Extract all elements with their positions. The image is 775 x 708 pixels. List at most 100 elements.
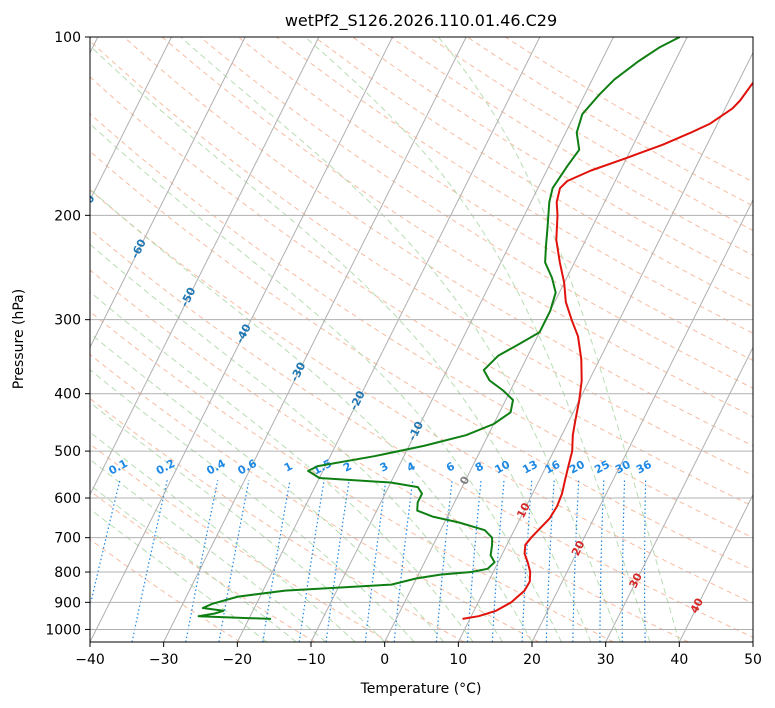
dry-adiabat bbox=[90, 189, 753, 604]
y-tick-label: 700 bbox=[54, 531, 81, 547]
moist-adiabat bbox=[90, 123, 562, 642]
x-tick-label: 20 bbox=[523, 652, 541, 668]
plot-border bbox=[89, 36, 754, 643]
y-tick-label: 600 bbox=[54, 491, 81, 507]
dry-adiabat bbox=[90, 76, 753, 507]
isotherm-line bbox=[605, 346, 753, 642]
x-tick-label: 10 bbox=[449, 652, 467, 668]
y-tick-label: 1000 bbox=[45, 622, 81, 638]
isotherm-label: 40 bbox=[688, 596, 707, 616]
x-axis-label: Temperature (°C) bbox=[360, 681, 482, 697]
plot-area bbox=[90, 37, 753, 642]
isotherm-line bbox=[90, 37, 320, 496]
mixing-ratio-line bbox=[262, 480, 291, 642]
isotherm-label: 10 bbox=[514, 500, 533, 520]
dry-adiabat bbox=[90, 538, 241, 642]
mixing-ratio-line bbox=[393, 480, 414, 642]
isotherm-line bbox=[310, 37, 614, 642]
moist-adiabat bbox=[90, 332, 444, 642]
mixing-ratio-line bbox=[521, 480, 533, 642]
x-tick-label: −30 bbox=[149, 652, 179, 668]
mixing-ratio-label: 36 bbox=[634, 458, 654, 477]
mixing-ratio-label: 16 bbox=[543, 458, 563, 477]
chart-title: wetPf2_S126.2026.110.01.46.C29 bbox=[285, 11, 557, 31]
moist-adiabat bbox=[90, 45, 592, 642]
isotherm-label: 30 bbox=[627, 571, 646, 591]
y-tick-label: 900 bbox=[54, 595, 81, 611]
moist-adiabat bbox=[90, 188, 533, 642]
moist-adiabat bbox=[90, 243, 503, 642]
x-tick-label: 0 bbox=[380, 652, 389, 668]
y-tick-label: 200 bbox=[54, 208, 81, 224]
isotherm-line bbox=[457, 51, 753, 642]
x-tick-label: 50 bbox=[744, 652, 762, 668]
dry-adiabat bbox=[90, 397, 465, 642]
dry-adiabat bbox=[90, 269, 689, 642]
mixing-ratio-line bbox=[572, 480, 580, 642]
isotherm-line bbox=[384, 37, 688, 642]
mixing-ratio-line bbox=[218, 480, 250, 642]
isotherm-label: -80 bbox=[26, 147, 47, 171]
y-tick-label: 100 bbox=[54, 30, 81, 46]
isotherm-line bbox=[236, 37, 541, 642]
mixing-ratio-label: 25 bbox=[592, 458, 612, 477]
mixing-ratio-line bbox=[644, 480, 647, 642]
y-tick-label: 400 bbox=[54, 387, 81, 403]
mixing-ratio-line bbox=[545, 480, 555, 642]
isotherm-line bbox=[752, 640, 753, 642]
background-lines bbox=[90, 37, 753, 642]
mixing-ratio-line bbox=[298, 480, 325, 642]
y-axis-label: Pressure (hPa) bbox=[11, 289, 27, 389]
isotherm-line bbox=[531, 198, 753, 642]
dry-adiabat bbox=[90, 353, 540, 642]
dry-adiabat bbox=[90, 310, 614, 642]
mixing-ratio-line bbox=[131, 480, 168, 642]
mixing-ratio-label: 20 bbox=[567, 458, 587, 477]
dry-adiabat bbox=[123, 37, 753, 447]
moist-adiabat bbox=[90, 431, 356, 642]
moist-adiabat bbox=[438, 37, 680, 642]
dewpoint-profile-line bbox=[197, 37, 681, 620]
moist-adiabat bbox=[180, 37, 621, 642]
mixing-ratio-line bbox=[364, 480, 387, 642]
isotherm-line bbox=[678, 493, 753, 642]
mixing-ratio-line bbox=[185, 480, 219, 642]
dry-adiabat bbox=[90, 113, 753, 539]
dry-adiabat bbox=[90, 443, 390, 642]
mixing-ratio-line bbox=[491, 480, 505, 642]
x-tick-label: 30 bbox=[597, 652, 615, 668]
moist-adiabat bbox=[90, 484, 297, 642]
y-axis: 100 200 300 400 500 600 700 800 900 1000 bbox=[45, 30, 90, 638]
y-tick-label: 500 bbox=[54, 444, 81, 460]
isotherm-line bbox=[90, 37, 393, 642]
moist-adiabat bbox=[90, 401, 386, 642]
mixing-ratio-line bbox=[621, 480, 626, 642]
mixing-ratio-label: 10 bbox=[493, 458, 513, 477]
y-tick-label: 300 bbox=[54, 313, 81, 329]
plot-frame bbox=[89, 36, 754, 643]
plot-background bbox=[90, 37, 753, 642]
mixing-ratio-label: 13 bbox=[520, 458, 540, 477]
x-tick-label: 40 bbox=[670, 652, 688, 668]
x-tick-label: −20 bbox=[223, 652, 253, 668]
y-tick-label: 800 bbox=[54, 565, 81, 581]
x-tick-label: −40 bbox=[75, 652, 105, 668]
sounding-series bbox=[197, 37, 753, 620]
isotherm-line bbox=[163, 37, 467, 642]
isotherm-line bbox=[90, 37, 246, 349]
moist-adiabat bbox=[90, 458, 327, 642]
mixing-ratio-line bbox=[325, 480, 350, 642]
isotherm-label: -70 bbox=[77, 193, 98, 217]
mixing-ratio-line bbox=[599, 480, 605, 642]
mixing-ratio-label: 30 bbox=[613, 458, 633, 477]
moist-adiabat bbox=[90, 291, 474, 642]
x-tick-label: −10 bbox=[296, 652, 326, 668]
x-axis: −40 −30 −20 −10 0 10 20 30 40 50 bbox=[75, 642, 762, 668]
moist-adiabat bbox=[304, 37, 651, 642]
dry-adiabat bbox=[276, 37, 753, 334]
isotherm-line bbox=[90, 37, 172, 202]
isotherm-label: 20 bbox=[569, 538, 588, 558]
temperature-profile-line bbox=[462, 81, 753, 620]
